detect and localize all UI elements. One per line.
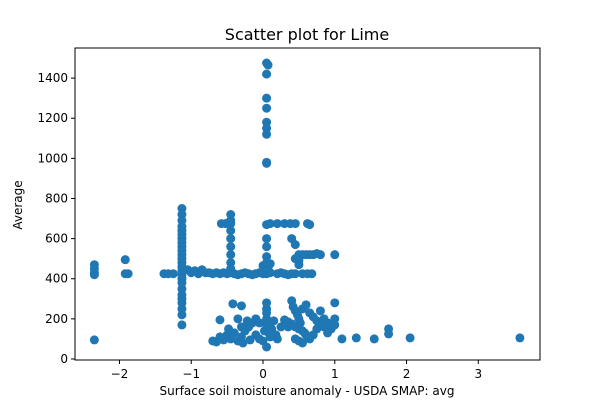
scatter-point bbox=[290, 240, 300, 250]
scatter-point bbox=[226, 242, 236, 252]
scatter-point bbox=[301, 300, 311, 310]
y-tick-label: 600 bbox=[45, 232, 68, 246]
scatter-point bbox=[290, 219, 300, 229]
scatter-point bbox=[226, 216, 236, 226]
scatter-point bbox=[262, 69, 272, 79]
scatter-point bbox=[215, 315, 225, 325]
scatter-point bbox=[226, 226, 236, 236]
scatter-point bbox=[254, 318, 264, 328]
scatter-point bbox=[123, 269, 133, 279]
scatter-point bbox=[245, 335, 255, 345]
scatter-point bbox=[177, 310, 187, 320]
scatter-point bbox=[228, 299, 238, 309]
scatter-point bbox=[242, 316, 252, 326]
scatter-point bbox=[262, 234, 272, 244]
y-tick-label: 200 bbox=[45, 312, 68, 326]
scatter-point bbox=[262, 342, 272, 352]
scatter-point bbox=[262, 158, 272, 168]
scatter-point bbox=[265, 219, 275, 229]
scatter-point bbox=[229, 328, 239, 338]
y-tick-label: 0 bbox=[60, 352, 68, 366]
scatter-point bbox=[226, 250, 236, 260]
scatter-point bbox=[272, 334, 282, 344]
scatter-point bbox=[297, 338, 307, 348]
scatter-point bbox=[369, 334, 379, 344]
y-tick-label: 400 bbox=[45, 272, 68, 286]
scatter-point bbox=[272, 219, 282, 229]
x-tick-label: 0 bbox=[259, 367, 267, 381]
scatter-point bbox=[312, 316, 322, 326]
x-axis-label: Surface soil moisture anomaly - USDA SMA… bbox=[160, 384, 455, 398]
scatter-point bbox=[337, 334, 347, 344]
scatter-point bbox=[208, 336, 218, 346]
scatter-point bbox=[305, 220, 315, 230]
x-tick-label: −1 bbox=[182, 367, 200, 381]
scatter-point bbox=[515, 333, 525, 343]
plot-frame bbox=[74, 47, 541, 361]
scatter-point bbox=[89, 335, 99, 345]
y-tick-label: 1400 bbox=[37, 71, 68, 85]
y-tick-label: 800 bbox=[45, 191, 68, 205]
scatter-point bbox=[236, 301, 246, 311]
scatter-point bbox=[177, 320, 187, 330]
scatter-point bbox=[262, 242, 272, 252]
scatter-point bbox=[323, 328, 333, 338]
scatter-point bbox=[290, 269, 300, 279]
scatter-point bbox=[264, 317, 274, 327]
scatter-point bbox=[168, 269, 178, 279]
x-tick-label: 2 bbox=[403, 367, 411, 381]
scatter-point bbox=[294, 260, 304, 270]
scatter-point bbox=[330, 250, 340, 260]
scatter-point bbox=[276, 322, 286, 332]
scatter-point bbox=[262, 258, 272, 268]
x-tick-label: −2 bbox=[111, 367, 129, 381]
x-tick-label: 3 bbox=[474, 367, 482, 381]
scatter-point bbox=[238, 338, 248, 348]
scatter-point bbox=[262, 93, 272, 103]
scatter-point bbox=[315, 306, 325, 316]
chart-title: Scatter plot for Lime bbox=[225, 25, 389, 44]
scatter-point bbox=[307, 269, 317, 279]
scatter-point bbox=[330, 298, 340, 308]
scatter-point bbox=[226, 264, 236, 274]
scatter-point bbox=[405, 333, 415, 343]
scatter-point bbox=[263, 60, 273, 70]
scatter-point bbox=[330, 320, 340, 330]
scatter-point bbox=[283, 322, 293, 332]
scatter-point bbox=[262, 129, 272, 139]
scatter-point bbox=[265, 268, 275, 278]
scatter-point bbox=[351, 333, 361, 343]
scatter-point bbox=[89, 270, 99, 280]
y-tick-label: 1000 bbox=[37, 151, 68, 165]
y-tick-label: 1200 bbox=[37, 111, 68, 125]
axis-ticks: −2 −1 0 1 2 3 0 200 400 600 800 1000 1200 1400 bbox=[37, 71, 482, 381]
y-axis-label: Average bbox=[11, 180, 25, 229]
data-points bbox=[89, 58, 525, 352]
scatter-point bbox=[233, 314, 243, 324]
scatter-point bbox=[315, 250, 325, 260]
scatter-point bbox=[236, 322, 246, 332]
x-tick-label: 1 bbox=[331, 367, 339, 381]
scatter-point bbox=[226, 234, 236, 244]
scatter-point bbox=[384, 329, 394, 339]
scatter-point bbox=[262, 103, 272, 113]
scatter-point bbox=[120, 255, 130, 265]
